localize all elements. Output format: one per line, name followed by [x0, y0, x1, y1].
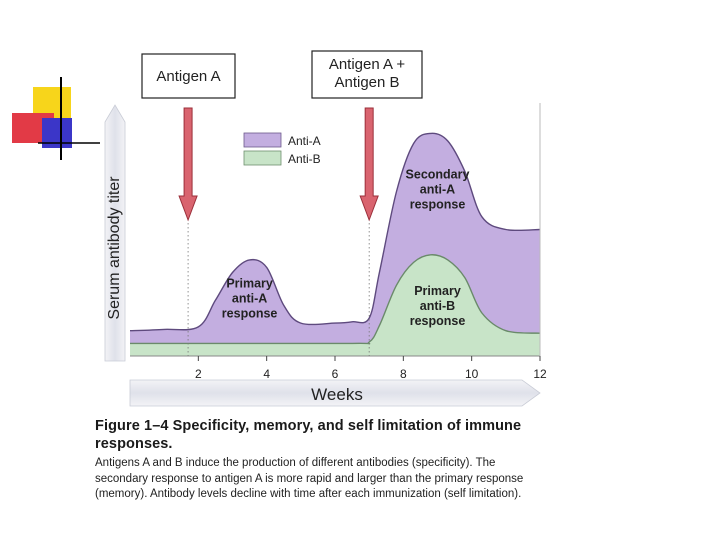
- y-axis-title: Serum antibody titer: [106, 176, 123, 320]
- x-axis-title: Weeks: [311, 385, 363, 404]
- plot-layer: [129, 132, 541, 356]
- series-line-anti-b: [129, 254, 541, 345]
- x-tick-label: 2: [195, 367, 202, 381]
- antigen-ab-label: Antigen A + Antigen B: [329, 56, 406, 91]
- x-tick-label: 8: [400, 367, 407, 381]
- legend-swatch-anti-b: [243, 150, 282, 166]
- y-axis-ribbon: [104, 104, 126, 362]
- annotation-1: Primary anti-A response: [222, 276, 278, 320]
- x-tick-labels: 2 4 6 8 10 12: [195, 356, 547, 381]
- x-axis-ribbon: [129, 379, 541, 407]
- series-line-anti-a: [129, 132, 541, 332]
- antigen-ab-box: Antigen A + Antigen B: [311, 50, 423, 99]
- antigen-a-box: Antigen A: [141, 53, 236, 99]
- antigen-arrow-1: [178, 107, 198, 222]
- x-tick-label: 10: [465, 367, 479, 381]
- legend-label-anti-b: Anti-B: [288, 152, 321, 166]
- annotation-2: Secondary anti-A response: [406, 168, 470, 212]
- series-area-anti-b: [130, 254, 540, 356]
- antigen-arrows: [178, 107, 379, 356]
- antigen-a-label: Antigen A: [156, 68, 220, 85]
- legend-swatch-anti-a: [243, 132, 282, 148]
- legend: Anti-A Anti-B: [243, 132, 321, 166]
- antigen-arrow-2: [359, 107, 379, 222]
- x-tick-label: 4: [263, 367, 270, 381]
- legend-label-anti-a: Anti-A: [288, 134, 321, 148]
- caption-body: Antigens A and B induce the production o…: [95, 457, 524, 500]
- x-tick-label: 6: [332, 367, 339, 381]
- caption-title: Figure 1–4 Specificity, memory, and self…: [95, 418, 522, 452]
- annotation-3: Primary anti-B response: [410, 284, 466, 328]
- curve-annotations: Primary anti-A response Secondary anti-A resp…: [222, 168, 470, 328]
- x-tick-label: 12: [533, 367, 547, 381]
- figure-caption: Figure 1–4 Specificity, memory, and self…: [95, 417, 545, 503]
